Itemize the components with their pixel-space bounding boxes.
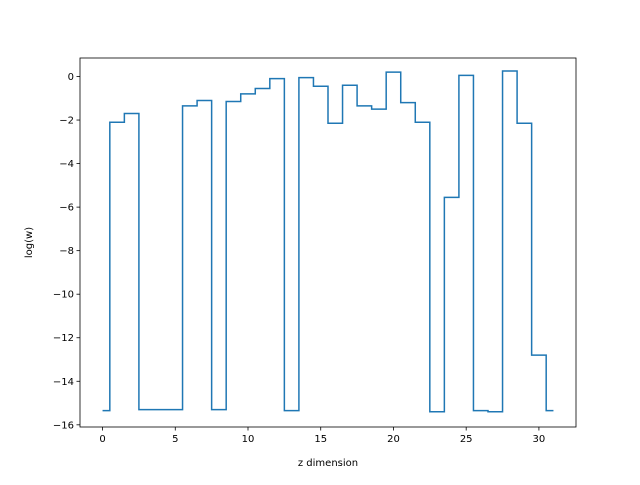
y-tick-label: −4 <box>59 159 74 170</box>
x-tick-label: 5 <box>172 434 178 445</box>
x-tick-label: 0 <box>99 434 105 445</box>
axis-ticks: 0 5 10 15 20 25 30 0 −2 −4 −6 −8 −10 −12 −14 −16 <box>53 72 545 445</box>
x-tick-label: 30 <box>533 434 546 445</box>
y-tick-label: 0 <box>68 72 74 83</box>
x-tick-label: 25 <box>460 434 473 445</box>
x-tick-label: 20 <box>387 434 400 445</box>
x-axis-label: z dimension <box>298 458 358 469</box>
y-axis-label: log(w) <box>24 227 35 258</box>
y-tick-label: −8 <box>59 246 74 257</box>
y-tick-label: −16 <box>53 420 74 431</box>
x-tick-label: 15 <box>314 434 327 445</box>
y-tick-label: −12 <box>53 333 74 344</box>
y-tick-label: −2 <box>59 116 74 127</box>
plot-area <box>102 70 554 413</box>
y-tick-label: −10 <box>53 290 74 301</box>
series-line <box>102 70 554 413</box>
y-tick-label: −6 <box>59 203 74 214</box>
axes-frame <box>79 57 577 428</box>
y-tick-label: −14 <box>53 377 74 388</box>
x-tick-label: 10 <box>242 434 255 445</box>
